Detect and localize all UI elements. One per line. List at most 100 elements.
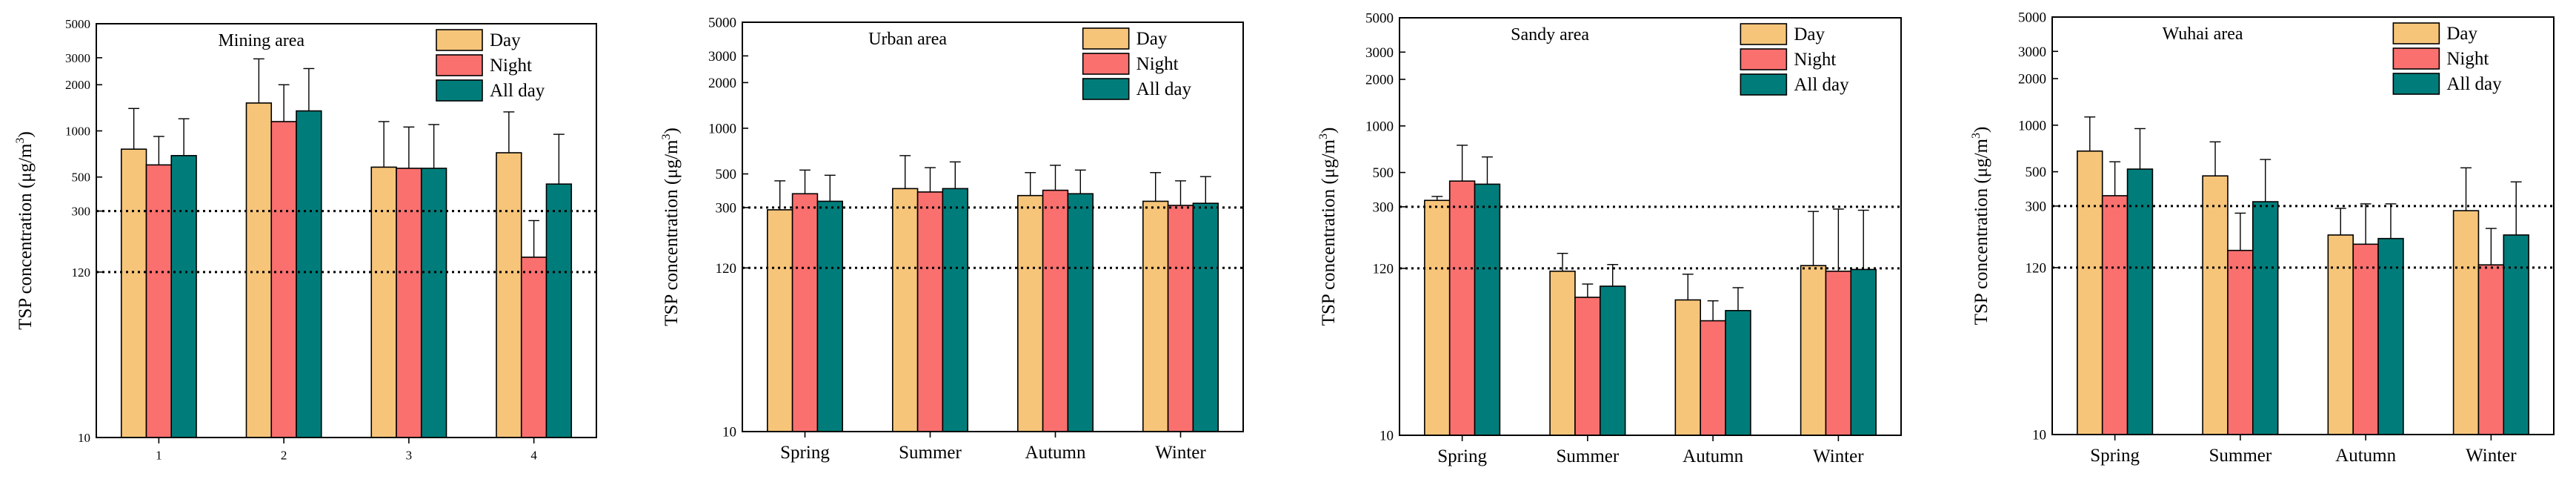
- y-axis-label-main: TSP concentration (μg/m: [662, 139, 682, 326]
- legend-swatch-night: [1740, 48, 1788, 70]
- y-tick-label: 120: [1373, 262, 1394, 277]
- y-tick-label: 10: [2032, 428, 2046, 443]
- y-axis-label-sup: 3: [660, 134, 673, 140]
- bar-day-1: [120, 148, 147, 438]
- bar-day-3: [370, 166, 397, 438]
- chart-panel-1: 10 120 300 500 1000 2000 3000 5000 1 2 3 4 Mining ar…: [14, 17, 597, 463]
- plot-frame: [96, 23, 597, 438]
- x-tick-label: Autumn: [2335, 446, 2396, 466]
- y-tick-label: 1000: [708, 122, 736, 137]
- x-tick-label: Summer: [2209, 446, 2272, 466]
- bar-night-1: [791, 193, 819, 432]
- y-tick-label: 5000: [65, 17, 90, 31]
- panel-title: Mining area: [218, 31, 304, 50]
- y-axis-label-sup: 3: [1970, 133, 1983, 139]
- y-tick-label: 3000: [1365, 45, 1394, 61]
- y-tick-label: 10: [1379, 429, 1394, 444]
- bar-day-4: [1800, 265, 1827, 436]
- y-tick-label: 300: [2026, 199, 2047, 215]
- y-tick-label: 300: [716, 201, 737, 217]
- y-tick-label: 500: [716, 167, 737, 182]
- bar-day-1: [2077, 150, 2103, 435]
- x-tick-label: Winter: [1813, 446, 1864, 466]
- legend-swatch-day: [1082, 27, 1130, 50]
- y-tick-label: 1000: [65, 124, 90, 138]
- legend-swatch-day: [1740, 23, 1788, 45]
- y-axis-label: TSP concentration (μg/m3): [1317, 128, 1339, 326]
- bar-day-3: [1017, 194, 1044, 432]
- bar-day-2: [245, 102, 273, 438]
- bar-day-4: [1142, 200, 1169, 432]
- bar-night-3: [1042, 189, 1069, 432]
- y-axis-label: TSP concentration (μg/m3): [660, 128, 682, 326]
- legend-label: All day: [2446, 74, 2502, 94]
- x-tick-label: Summer: [899, 443, 962, 463]
- y-axis-label-main: TSP concentration (μg/m: [16, 143, 36, 330]
- y-tick-label: 1000: [2018, 118, 2046, 133]
- chart-panel-3: 10 120 300 500 1000 2000 3000 5000 Spring Summer A…: [1317, 11, 1902, 466]
- y-tick-label: 3000: [65, 51, 90, 65]
- legend: Day Night All day: [2392, 22, 2502, 95]
- y-tick-label: 10: [722, 425, 736, 440]
- bar-day-2: [2202, 175, 2229, 435]
- bar-day-1: [767, 209, 793, 432]
- y-axis-label-main: TSP concentration (μg/m: [1319, 139, 1339, 326]
- legend: Day Night All day: [1740, 23, 1849, 96]
- legend-label: Night: [1794, 50, 1836, 70]
- y-tick-label: 1000: [1365, 119, 1394, 134]
- bar-night-4: [2477, 264, 2505, 435]
- y-tick-label: 500: [72, 171, 91, 185]
- plot-frame: [742, 22, 1244, 432]
- bar-night-4: [1167, 205, 1194, 432]
- x-tick-label: Spring: [780, 443, 830, 463]
- bar-all-day-2: [2252, 201, 2279, 435]
- y-tick-label: 2000: [2018, 72, 2046, 88]
- legend-label: All day: [1136, 79, 1192, 99]
- y-axis-label-end: ): [16, 131, 36, 137]
- bar-day-1: [1424, 199, 1451, 436]
- panel-title: Wuhai area: [2163, 24, 2243, 44]
- x-tick-label: Summer: [1557, 446, 1620, 466]
- y-axis-label: TSP concentration (μg/m3): [14, 131, 36, 330]
- x-tick-label: Spring: [1437, 446, 1487, 466]
- legend-swatch-all-day: [436, 79, 483, 102]
- bar-all-day-4: [545, 183, 573, 438]
- y-axis-label-end: ): [662, 128, 682, 133]
- bar-day-3: [2327, 234, 2354, 435]
- legend-label: All day: [490, 81, 545, 101]
- x-tick-label: Autumn: [1025, 443, 1086, 463]
- legend-label: All day: [1794, 75, 1849, 95]
- bar-night-3: [1700, 320, 1726, 436]
- bar-all-day-3: [1725, 310, 1751, 436]
- y-tick-label: 2000: [65, 78, 90, 92]
- bar-all-day-2: [1600, 285, 1626, 436]
- x-tick-label: 2: [281, 449, 287, 463]
- y-tick-label: 300: [72, 205, 91, 219]
- chart-panel-4: 10 120 300 500 1000 2000 3000 5000 Spring Summer A…: [1970, 10, 2555, 466]
- bar-day-2: [892, 188, 919, 432]
- bar-all-day-3: [1067, 193, 1094, 432]
- y-axis-label-end: ): [1319, 128, 1339, 133]
- x-tick-label: 4: [530, 449, 537, 463]
- bar-all-day-4: [2503, 234, 2529, 435]
- bar-night-1: [2101, 195, 2129, 435]
- legend-swatch-all-day: [1082, 78, 1130, 100]
- x-tick-label: Winter: [1155, 443, 1206, 463]
- bar-night-3: [2352, 243, 2379, 435]
- bar-night-2: [916, 191, 944, 432]
- bar-all-day-2: [942, 188, 969, 432]
- legend-label: Night: [1136, 54, 1179, 74]
- bar-day-3: [1674, 299, 1702, 436]
- legend-swatch-all-day: [1740, 73, 1788, 96]
- legend-label: Night: [490, 56, 532, 76]
- bar-night-4: [520, 257, 548, 438]
- bar-night-1: [145, 164, 173, 438]
- bar-night-2: [270, 121, 297, 438]
- bar-all-day-4: [1192, 202, 1219, 432]
- y-tick-label: 2000: [708, 76, 736, 91]
- legend-swatch-night: [1082, 53, 1130, 75]
- bar-day-4: [2452, 210, 2480, 435]
- y-tick-label: 5000: [708, 16, 736, 31]
- legend: Day Night All day: [1082, 27, 1192, 100]
- y-tick-label: 10: [78, 431, 90, 445]
